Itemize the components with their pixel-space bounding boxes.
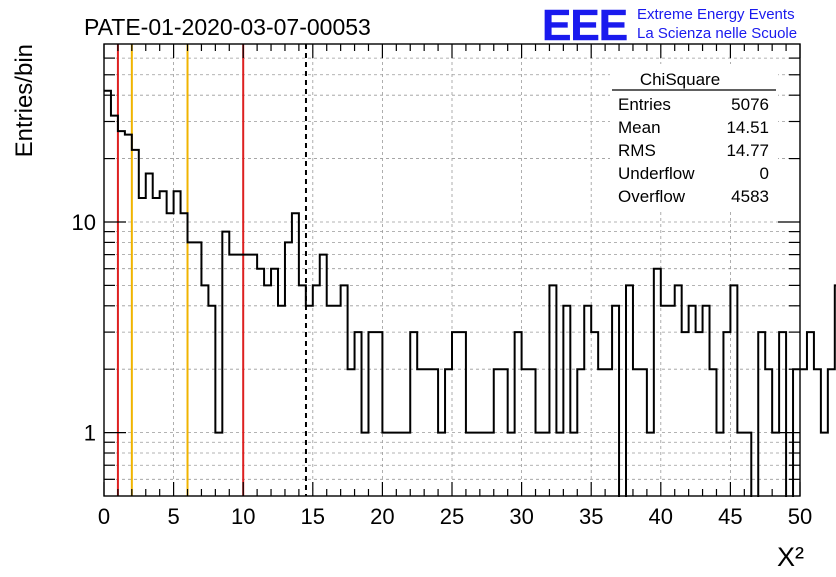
histogram-bin [584, 306, 591, 496]
histogram-bin [299, 285, 306, 496]
stats-box: ChiSquare Entries 5076 Mean 14.51 RMS 14.77 Un… [610, 64, 778, 212]
histogram-bin [807, 332, 814, 496]
histogram-bin [410, 332, 417, 496]
histogram-bin [278, 306, 285, 496]
histogram-bin [723, 332, 730, 496]
x-tick-labels: 0 5 10 15 20 25 30 35 40 45 50 [98, 504, 812, 529]
histogram-bin [320, 255, 327, 496]
histogram-bin [682, 332, 689, 496]
logo-line-1: Extreme Energy Events [637, 6, 795, 23]
histogram-bin [626, 285, 633, 496]
histogram-bin [591, 332, 598, 496]
x-tick-label: 45 [718, 504, 742, 529]
histogram-bin [689, 306, 696, 496]
histogram-bin [452, 332, 459, 496]
histogram-bin [779, 332, 786, 496]
histogram-bin [208, 306, 215, 496]
histogram-bin [612, 306, 619, 496]
histogram-bin [814, 369, 821, 496]
histogram-bin [341, 285, 348, 496]
histogram-bin [661, 306, 668, 496]
below-frame-mask [103, 497, 801, 541]
histogram-bin [563, 306, 570, 496]
histogram-bin [181, 213, 188, 496]
logo-mark: EEE [542, 1, 627, 50]
histogram-bin [668, 306, 675, 496]
stats-box-background [610, 64, 778, 212]
histogram-bin [132, 150, 139, 496]
histogram-bin [334, 306, 341, 496]
histogram-bin [222, 232, 229, 496]
histogram-bin [800, 369, 807, 496]
histogram-bin [236, 255, 243, 496]
histogram-bin [174, 191, 181, 496]
y-axis-label: Entries/bin [11, 44, 38, 157]
x-tick-label: 50 [788, 504, 812, 529]
x-tick-label: 5 [167, 504, 179, 529]
histogram-bin [821, 433, 828, 496]
stats-row-value: 4583 [731, 187, 769, 206]
histogram-bin [257, 269, 264, 496]
histogram-bin [292, 213, 299, 496]
histogram-bin [125, 135, 132, 496]
histogram-bin [160, 191, 167, 496]
axes [103, 43, 801, 497]
logo-line-2: La Scienza nelle Scuole [637, 25, 797, 42]
histogram-bin [758, 332, 765, 496]
histogram-bin [654, 269, 661, 496]
stats-box-title: ChiSquare [640, 70, 720, 89]
stats-row-label: Entries [618, 95, 671, 114]
stats-row-value: 5076 [731, 95, 769, 114]
y-tick-labels: 1 10 [72, 210, 96, 446]
stats-row-label: RMS [618, 141, 656, 160]
y-tick-label: 1 [84, 421, 96, 446]
stats-row-label: Overflow [618, 187, 686, 206]
histogram-bin [229, 255, 236, 496]
y-tick-label: 10 [72, 210, 96, 235]
histogram-bin [549, 285, 556, 496]
histogram-bin [201, 285, 208, 496]
histogram-bin [250, 255, 257, 496]
x-tick-label: 30 [509, 504, 533, 529]
chart-title: PATE-01-2020-03-07-00053 [84, 14, 371, 40]
histogram-bin [696, 332, 703, 496]
x-tick-label: 0 [98, 504, 110, 529]
stats-row-label: Underflow [618, 164, 695, 183]
histogram-bin [264, 285, 271, 496]
x-tick-label: 10 [231, 504, 255, 529]
histogram-bin [375, 332, 382, 496]
stats-box-rows: Entries 5076 Mean 14.51 RMS 14.77 Underflow 0 Ov… [618, 95, 769, 206]
histogram-outline [104, 89, 836, 527]
histogram-bin [118, 131, 125, 496]
eee-logo: EEE Extreme Energy Events La Scienza nel… [542, 1, 797, 51]
stats-row-label: Mean [618, 118, 661, 137]
histogram-bin [515, 332, 522, 496]
x-tick-label: 15 [301, 504, 325, 529]
x-tick-label: 35 [579, 504, 603, 529]
histogram-bin [459, 332, 466, 496]
stats-row-value: 14.77 [726, 141, 769, 160]
stats-row-value: 0 [760, 164, 769, 183]
histogram-bin [167, 213, 174, 496]
histogram-bin [355, 332, 362, 496]
stats-row-value: 14.51 [726, 118, 769, 137]
x-tick-label: 20 [370, 504, 394, 529]
histogram-bin [104, 91, 111, 496]
histogram-bin [730, 285, 737, 496]
histogram-bin [313, 285, 320, 496]
histogram-bin [703, 306, 710, 496]
x-tick-label: 40 [649, 504, 673, 529]
histogram-bin [368, 332, 375, 496]
histogram-bin [271, 269, 278, 496]
histogram-bin [828, 369, 835, 496]
x-tick-label: 25 [440, 504, 464, 529]
histogram-series [103, 89, 836, 541]
histogram-bin [675, 285, 682, 496]
histogram-bin [243, 255, 250, 496]
x-axis-label: X² [777, 542, 804, 572]
histogram-bin [327, 306, 334, 496]
